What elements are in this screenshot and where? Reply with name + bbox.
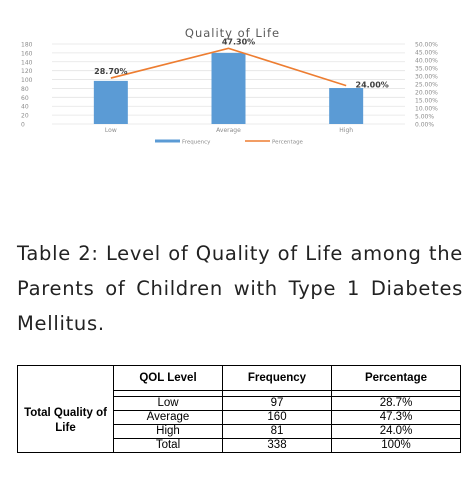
bar (211, 52, 246, 125)
y-right-tick-label: 50.00% (415, 42, 438, 49)
table-spacer-row: Total Quality of Life (17, 390, 461, 453)
cell-percentage: 28.7% (331, 396, 461, 411)
y-right-tick-label: 15.00% (415, 98, 438, 105)
header-qol-level: QOL Level (113, 365, 223, 391)
cell-level: Average (113, 410, 223, 425)
table-caption: Table 2: Level of Quality of Life among … (17, 242, 463, 335)
y-left-tick-label: 120 (21, 68, 33, 75)
cell-frequency: 81 (222, 424, 332, 439)
y-right-tick-label: 35.00% (415, 66, 438, 73)
y-left-tick-label: 140 (21, 59, 33, 66)
y-right-tick-label: 0.00% (415, 122, 434, 129)
y-left-tick-label: 180 (21, 42, 33, 49)
y-right-tick-label: 5.00% (415, 114, 434, 121)
cell-level: Low (113, 396, 223, 411)
cell-frequency: 160 (222, 410, 332, 425)
y-left-tick-label: 20 (21, 113, 29, 120)
y-right-tick-label: 25.00% (415, 82, 438, 89)
legend-label-frequency: Frequency (182, 140, 211, 146)
legend-label-percentage: Percentage (272, 140, 304, 146)
table-header-row: QOL Level Frequency Percentage (17, 365, 461, 391)
table-row: High 81 24.0% (18, 424, 461, 439)
y-left-tick-label: 160 (21, 50, 33, 57)
cell-frequency: 97 (222, 396, 332, 411)
cell-percentage: 100% (331, 438, 461, 453)
table-row: Low 97 28.7% (18, 396, 461, 411)
y-right-tick-label: 10.00% (415, 106, 438, 113)
data-label: 47.30% (222, 37, 255, 46)
y-right-tick-label: 20.00% (415, 90, 438, 97)
y-left-tick-label: 0 (21, 122, 25, 129)
header-frequency: Frequency (222, 365, 332, 391)
x-tick-label: High (339, 127, 353, 134)
qol-table: QOL Level Frequency Percentage Total Qua… (17, 365, 461, 453)
chart-title: Quality of Life (185, 26, 280, 40)
cell-level: Total (113, 438, 223, 453)
data-label: 24.00% (356, 81, 389, 90)
table-row: Average 160 47.3% (18, 410, 461, 425)
y-left-tick-label: 60 (21, 95, 29, 102)
cell-percentage: 24.0% (331, 424, 461, 439)
table-corner-cell (17, 365, 114, 391)
bar (329, 88, 364, 124)
legend-swatch-frequency (155, 139, 180, 143)
cell-percentage: 47.3% (331, 410, 461, 425)
x-tick-label: Low (105, 127, 117, 134)
table-row-total: Total 338 100% (18, 438, 461, 453)
cell-level: High (113, 424, 223, 439)
percentage-line (110, 47, 347, 87)
x-tick-label: Average (216, 127, 241, 134)
y-right-tick-label: 40.00% (415, 58, 438, 65)
y-left-tick-label: 40 (21, 104, 29, 111)
y-left-tick-label: 100 (21, 77, 33, 84)
chart: Quality of Life 180 160 140 120 100 80 60 40 20 0 5… (0, 0, 474, 170)
row-group-label: Total Quality of Life (17, 390, 114, 453)
y-right-tick-label: 30.00% (415, 74, 438, 81)
header-percentage: Percentage (331, 365, 461, 391)
y-right-tick-label: 45.00% (415, 50, 438, 57)
y-left-tick-label: 80 (21, 86, 29, 93)
data-label: 28.70% (94, 67, 127, 76)
qol-table-wrap: QOL Level Frequency Percentage Total Qua… (17, 365, 461, 453)
cell-frequency: 338 (222, 438, 332, 453)
bar (93, 80, 128, 124)
